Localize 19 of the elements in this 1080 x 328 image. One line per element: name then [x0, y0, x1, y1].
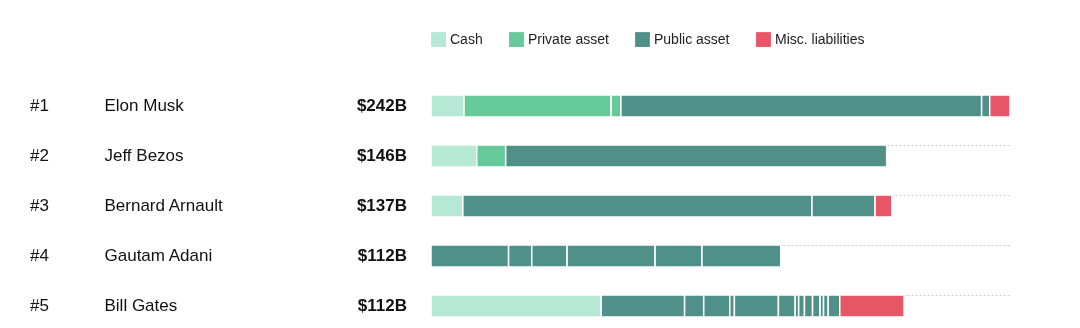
legend-label: Public asset	[654, 30, 730, 47]
text: $242B	[356, 96, 407, 115]
y-tick-label: Bill Gates	[104, 296, 178, 315]
y-tick-label: Elon Musk	[104, 96, 185, 115]
text: #5	[30, 296, 49, 315]
text: #1	[30, 96, 49, 115]
legend-label: Private asset	[528, 30, 610, 47]
text: $146B	[356, 146, 407, 165]
text: $112B	[357, 246, 407, 265]
text: #2	[30, 146, 49, 165]
text: #4	[30, 246, 49, 265]
y-tick-label: Gautam Adani	[104, 246, 213, 265]
legend-label: Misc. liabilities	[775, 30, 865, 47]
legend-label: Cash	[450, 30, 483, 47]
y-tick-label: Jeff Bezos	[104, 146, 184, 165]
text: #3	[30, 196, 49, 215]
text: $112B	[357, 296, 407, 315]
text: $137B	[356, 196, 407, 215]
y-tick-label: Bernard Arnault	[104, 196, 223, 215]
